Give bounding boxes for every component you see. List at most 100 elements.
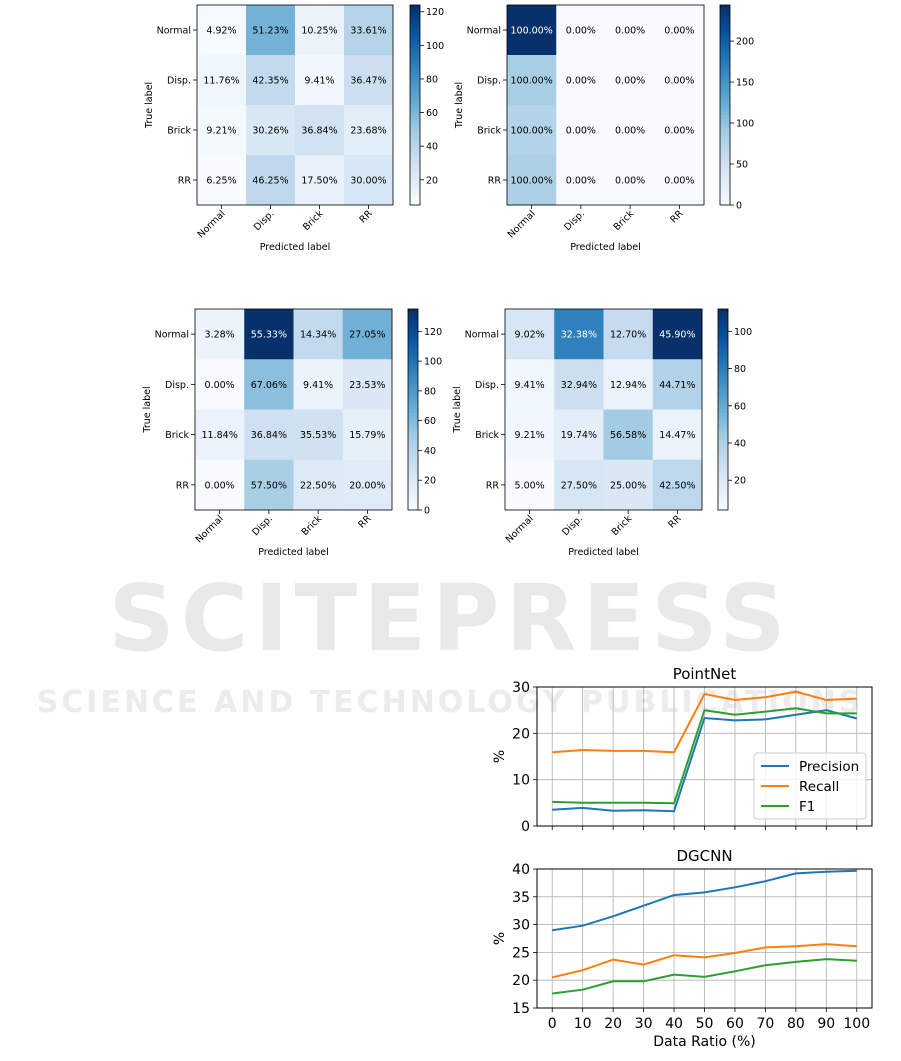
y-axis-label: % [492, 932, 508, 945]
colorbar-segment [408, 409, 418, 414]
colorbar-segment [720, 185, 730, 189]
matrix-cell [244, 409, 294, 461]
matrix-frame [196, 4, 394, 206]
colorbar-segment [410, 175, 420, 179]
line-chart-dgcnn: 15 20 25 30 35 40 0 10 20 30 40 50 60 70 80 90 100 DGCNN%… [492, 847, 873, 1050]
colorbar-segment [408, 446, 418, 451]
colorbar-segment [720, 125, 730, 129]
cell-label: 14.34% [300, 330, 336, 341]
colorbar-segment [718, 359, 728, 364]
colorbar-segment [720, 145, 730, 149]
colorbar-segment [718, 443, 728, 447]
colorbar-segment [718, 355, 728, 360]
colorbar-segment [718, 345, 728, 350]
line-chart-pointnet: 0 10 20 30 PointNet% Precision Recall F1 [492, 665, 873, 835]
y-tick-label: 0 [521, 819, 530, 835]
legend-entry: Precision [799, 759, 859, 775]
colorbar-segment [410, 91, 420, 96]
colorbar-segment [718, 486, 728, 491]
colorbar-segment [718, 503, 728, 508]
colorbar-segment [718, 432, 728, 437]
colorbar-segment [410, 188, 420, 193]
colorbar-segment [410, 5, 420, 9]
colorbar-segment [718, 396, 728, 401]
colorbar-segment [718, 469, 728, 474]
colorbar-segment [410, 121, 420, 126]
colorbar-frame [409, 4, 421, 206]
colorbar-tick-label: 200 [736, 37, 754, 48]
colorbar-segment [410, 178, 420, 183]
y-axis-label: True label [452, 386, 463, 433]
cell-label: 25.00% [610, 480, 646, 491]
colorbar-segment [410, 135, 420, 139]
y-tick-label: 20 [512, 726, 530, 742]
matrix-cell [195, 359, 245, 410]
colorbar-segment [408, 362, 418, 367]
colorbar-segment [408, 345, 418, 350]
colorbar-segment [408, 369, 418, 374]
cell-label: 33.61% [350, 26, 386, 37]
colorbar-segment [718, 365, 728, 370]
matrix-cell [295, 155, 345, 206]
cell-label: 0.00% [566, 26, 596, 37]
colorbar-segment [720, 81, 730, 86]
confusion-matrix-4: 9.02% 32.38% 12.70% 45.90% 9.41% 32.94% 12.94%… [452, 308, 752, 558]
colorbar-segment [408, 389, 418, 394]
x-tick-label: Brick [300, 513, 325, 538]
y-tick-label: 30 [512, 680, 530, 696]
colorbar-segment [410, 141, 420, 146]
colorbar-segment [718, 399, 728, 404]
y-tick-label: Normal [465, 330, 499, 341]
x-tick-label: RR [356, 513, 373, 530]
series-line-f1 [552, 707, 857, 805]
colorbar-segment [720, 108, 730, 113]
colorbar-segment [718, 406, 728, 411]
matrix-cell [293, 409, 344, 461]
colorbar: 0 20 40 60 80 100 120 [407, 308, 442, 517]
cell-label: 22.50% [300, 480, 336, 491]
colorbar: 20 40 60 80 100 [717, 308, 752, 511]
matrix-cell [605, 105, 656, 156]
colorbar-segment [718, 426, 728, 431]
cell-label: 36.84% [301, 126, 337, 137]
colorbar-segment [408, 499, 418, 504]
matrix-cell [507, 155, 557, 206]
colorbar-segment [718, 409, 728, 414]
colorbar-segment [718, 422, 728, 427]
cell-label: 9.41% [303, 380, 333, 391]
colorbar-segment [410, 8, 420, 13]
colorbar-segment [408, 432, 418, 437]
matrix-frame [504, 308, 703, 511]
colorbar-segment [720, 111, 730, 116]
x-tick-label: Brick [301, 208, 326, 233]
colorbar-segment [718, 496, 728, 501]
colorbar-segment [410, 115, 420, 119]
y-axis-label: True label [144, 82, 155, 129]
colorbar-segment [720, 28, 730, 33]
colorbar-segment [408, 479, 418, 484]
colorbar-segment [720, 165, 730, 169]
colorbar-segment [720, 35, 730, 39]
cell-label: 100.00% [510, 176, 552, 187]
colorbar-segment [718, 429, 728, 434]
colorbar-tick-label: 40 [426, 142, 438, 153]
x-axis-label: Predicted label [258, 547, 329, 558]
colorbar-segment [720, 188, 730, 193]
colorbar-segment [410, 201, 420, 206]
cell-label: 32.94% [561, 380, 597, 391]
colorbar-segment [410, 68, 420, 73]
x-tick-label: Disp. [562, 208, 587, 233]
y-tick-label: Disp. [477, 76, 501, 87]
colorbar-segment [408, 439, 418, 444]
colorbar-segment [720, 98, 730, 103]
colorbar-segment [410, 38, 420, 43]
legend: Precision Recall F1 [753, 752, 867, 820]
colorbar-segment [410, 11, 420, 16]
colorbar-segment [410, 61, 420, 66]
colorbar-segment [718, 439, 728, 444]
colorbar-segment [408, 376, 418, 380]
colorbar-segment [720, 191, 730, 196]
matrix-cell [605, 55, 656, 106]
cell-label: 0.00% [615, 126, 645, 137]
